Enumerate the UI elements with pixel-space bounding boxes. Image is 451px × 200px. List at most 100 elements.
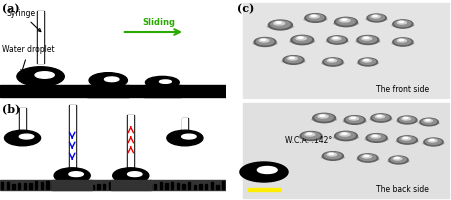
Ellipse shape [362,155,372,158]
Bar [24,183,26,189]
Ellipse shape [313,113,336,123]
Ellipse shape [399,39,404,41]
Ellipse shape [396,140,419,143]
Bar [41,181,43,189]
Bar [29,183,32,189]
Ellipse shape [5,130,41,146]
Ellipse shape [368,134,385,141]
Bar [127,115,134,171]
Ellipse shape [404,117,408,119]
Bar [87,85,129,97]
Ellipse shape [371,15,380,18]
Ellipse shape [300,132,322,140]
Bar [18,182,20,189]
Bar [148,181,151,189]
Bar [222,182,225,189]
Ellipse shape [320,115,325,116]
Bar [160,182,162,189]
Ellipse shape [423,142,444,145]
Ellipse shape [369,15,384,20]
Bar [0,180,226,190]
Ellipse shape [397,136,417,144]
Ellipse shape [424,119,433,122]
Ellipse shape [307,14,324,21]
Bar [13,183,15,189]
Ellipse shape [145,76,179,88]
Ellipse shape [325,59,341,65]
Ellipse shape [419,122,439,125]
Ellipse shape [424,138,443,146]
Ellipse shape [17,67,64,86]
Bar [199,182,202,189]
Ellipse shape [393,38,413,46]
Ellipse shape [267,25,294,28]
Ellipse shape [182,134,196,139]
Ellipse shape [340,133,350,136]
Ellipse shape [364,59,368,61]
Ellipse shape [333,37,338,39]
Ellipse shape [54,168,90,183]
Ellipse shape [373,15,377,17]
Ellipse shape [397,21,406,24]
Text: The back side: The back side [377,185,429,194]
Ellipse shape [293,36,311,43]
Bar [154,182,156,189]
Text: Sliding: Sliding [142,18,175,27]
Ellipse shape [261,39,266,40]
Ellipse shape [360,155,376,161]
Bar [20,108,25,133]
Text: W.C.A. :142°: W.C.A. :142° [285,136,332,145]
Ellipse shape [402,137,411,140]
Ellipse shape [312,15,316,17]
Ellipse shape [89,73,127,88]
Bar [58,184,60,189]
Ellipse shape [364,37,369,38]
Ellipse shape [346,116,363,123]
Ellipse shape [388,160,409,163]
Ellipse shape [366,18,387,21]
Ellipse shape [371,114,391,122]
Ellipse shape [351,117,355,119]
Ellipse shape [296,37,306,40]
Ellipse shape [358,58,377,66]
Ellipse shape [256,38,274,45]
Ellipse shape [333,22,359,25]
Ellipse shape [364,155,368,157]
Ellipse shape [393,157,402,160]
Ellipse shape [389,156,408,164]
Text: Fabric substrate: Fabric substrate [130,93,186,99]
Ellipse shape [391,157,406,162]
Ellipse shape [420,118,438,126]
Ellipse shape [282,60,305,63]
Ellipse shape [422,119,437,124]
Ellipse shape [373,115,389,121]
Ellipse shape [69,172,83,177]
Bar [1,183,3,189]
Ellipse shape [240,162,288,182]
Bar [52,180,92,190]
Ellipse shape [366,134,387,142]
Bar [211,183,213,189]
Ellipse shape [305,14,326,22]
Ellipse shape [430,139,434,141]
Bar [216,184,219,189]
Bar [35,184,37,189]
Ellipse shape [105,77,119,82]
Ellipse shape [404,137,408,139]
Ellipse shape [365,138,388,141]
Bar [97,181,100,189]
Ellipse shape [373,135,377,137]
Ellipse shape [291,35,313,45]
Bar [144,85,181,97]
Ellipse shape [357,158,379,161]
Ellipse shape [276,22,281,23]
Ellipse shape [329,37,345,43]
Ellipse shape [298,37,303,38]
Bar [0,85,226,97]
Ellipse shape [363,59,371,62]
Ellipse shape [327,59,336,62]
Ellipse shape [318,115,328,118]
Ellipse shape [302,132,320,139]
Bar [109,185,111,189]
Ellipse shape [329,59,334,61]
